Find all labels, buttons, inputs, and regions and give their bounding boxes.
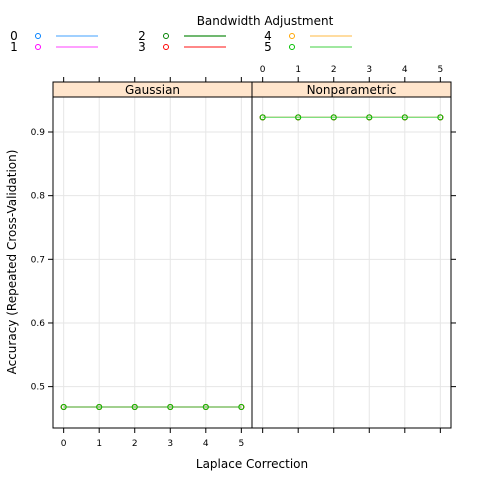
panel-gaussian: Gaussian 0 1 2 3 4 5 (53, 77, 252, 449)
x-tick-label: 2 (132, 439, 138, 449)
y-tick-label: 0.6 (31, 319, 46, 329)
x-tick-label: 4 (203, 439, 209, 449)
legend-point-0 (36, 34, 41, 39)
legend-point-3 (164, 45, 169, 50)
x-tick-label: 0 (61, 439, 67, 449)
legend-point-4 (290, 34, 295, 39)
legend-label-3: 3 (138, 40, 146, 54)
x-tick-label: 3 (366, 65, 372, 75)
x-tick-label: 1 (96, 439, 102, 449)
x-tick-label: 5 (238, 439, 244, 449)
legend-label-5: 5 (264, 40, 272, 54)
y-tick-label: 0.8 (31, 192, 46, 202)
x-tick-label: 1 (295, 65, 301, 75)
legend-title: Bandwidth Adjustment (197, 14, 334, 28)
legend-point-1 (36, 45, 41, 50)
x-tick-label: 4 (402, 65, 408, 75)
panel-border (53, 97, 252, 428)
x-tick-label: 2 (331, 65, 337, 75)
x-axis-label: Laplace Correction (196, 457, 308, 471)
panel-nonparametric: Nonparametric 0 1 2 3 4 5 (252, 65, 451, 433)
y-axis-label: Accuracy (Repeated Cross-Validation) (5, 150, 19, 375)
panel-border (252, 97, 451, 428)
y-tick-label: 0.5 (31, 383, 45, 393)
panels: Gaussian 0 1 2 3 4 5 Nonparametric 0 1 2 3 4 5 0.5 0.6 0… (31, 65, 456, 449)
strip-label: Gaussian (125, 83, 180, 97)
y-tick-label: 0.9 (31, 128, 46, 138)
x-tick-label: 0 (260, 65, 266, 75)
y-tick-label: 0.7 (31, 255, 45, 265)
x-tick-label: 5 (437, 65, 443, 75)
legend-label-1: 1 (10, 40, 18, 54)
legend-point-5 (290, 45, 295, 50)
x-tick-label: 3 (167, 439, 173, 449)
legend-point-2 (164, 34, 169, 39)
strip-label: Nonparametric (307, 83, 397, 97)
